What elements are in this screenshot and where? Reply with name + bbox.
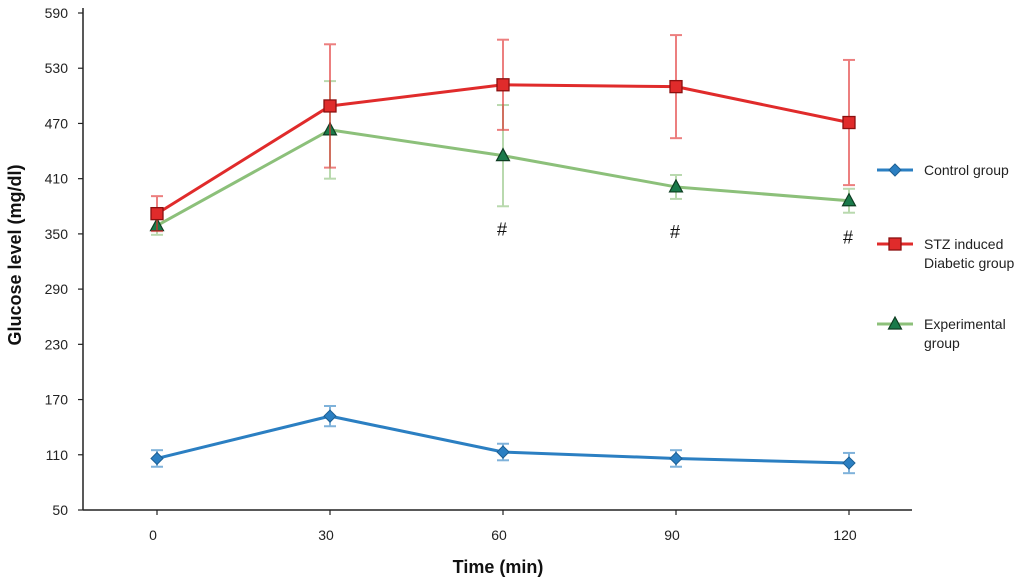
legend-item: Control group xyxy=(877,162,1009,178)
y-axis-title: Glucose level (mg/dl) xyxy=(5,164,25,345)
x-axis: 0 30 60 90 120 xyxy=(83,509,912,543)
x-tick-label: 30 xyxy=(318,527,334,543)
series-2-point xyxy=(841,192,857,207)
y-tick-label: 530 xyxy=(45,60,69,76)
legend-label: Experimental xyxy=(924,316,1006,332)
significance-marker: # xyxy=(843,228,853,248)
legend-point xyxy=(887,315,903,330)
series-0-point xyxy=(842,456,856,470)
series-1 xyxy=(150,34,856,233)
significance-marker: # xyxy=(497,219,507,239)
x-tick-label: 60 xyxy=(491,527,507,543)
series-0-point xyxy=(669,451,683,466)
y-tick-label: 590 xyxy=(45,5,69,21)
series-2-point xyxy=(495,147,511,162)
annotation-layer: # # # xyxy=(497,219,853,247)
series-1-point xyxy=(323,99,337,113)
legend-point xyxy=(888,163,902,177)
significance-marker: # xyxy=(670,222,680,242)
y-tick-label: 410 xyxy=(45,171,69,187)
series-0-point xyxy=(323,409,337,423)
y-tick-label: 230 xyxy=(45,336,69,352)
x-tick-label: 0 xyxy=(149,527,157,543)
series-1-point xyxy=(842,115,856,130)
y-tick-label: 50 xyxy=(52,502,68,518)
legend-label: Diabetic group xyxy=(924,255,1014,271)
legend-item: Experimental group xyxy=(877,315,1006,351)
series-1-point xyxy=(496,78,510,92)
legend-item: STZ induced Diabetic group xyxy=(877,236,1014,271)
series-0-point xyxy=(496,445,510,459)
y-tick-label: 290 xyxy=(45,281,69,297)
legend-label: Control group xyxy=(924,162,1009,178)
series-2-point xyxy=(668,178,684,193)
legend-label: STZ induced xyxy=(924,236,1003,252)
legend-point xyxy=(888,237,902,251)
series-1-point xyxy=(669,79,683,94)
series-1-point xyxy=(150,206,164,221)
series-layer xyxy=(149,34,857,475)
legend: Control group STZ induced Diabetic group Ex… xyxy=(877,162,1014,351)
y-tick-label: 470 xyxy=(45,115,69,131)
y-axis: 50 110 170 230 290 350 410 470 530 590 xyxy=(45,5,84,518)
series-0-point xyxy=(150,451,164,466)
y-tick-label: 110 xyxy=(46,447,69,463)
legend-label: group xyxy=(924,335,960,351)
x-axis-title: Time (min) xyxy=(453,557,544,577)
y-tick-label: 170 xyxy=(45,392,69,408)
y-ticks: 50 110 170 230 290 350 410 470 530 590 xyxy=(45,5,83,518)
x-tick-label: 120 xyxy=(833,527,857,543)
x-tick-label: 90 xyxy=(664,527,680,543)
series-0 xyxy=(150,404,856,475)
x-ticks: 0 30 60 90 120 xyxy=(149,510,857,543)
y-tick-label: 350 xyxy=(45,226,69,242)
